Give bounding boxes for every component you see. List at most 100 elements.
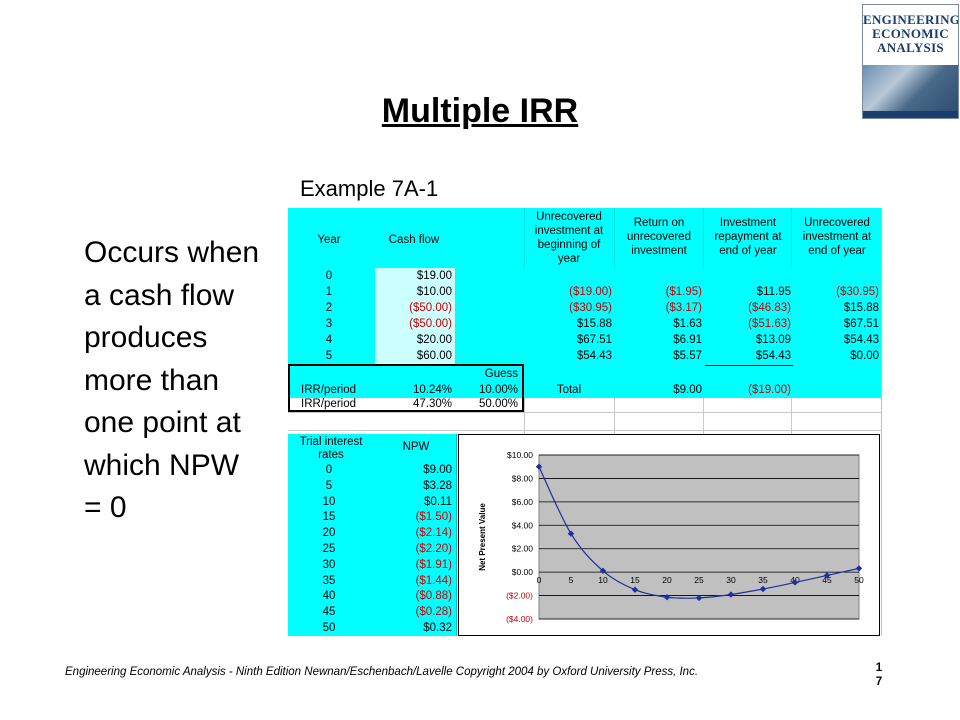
total-label: Total <box>556 384 582 396</box>
header-return: Return on unrecovered investment <box>627 217 691 257</box>
grid-line-v <box>614 208 615 268</box>
npw-value: $0.11 <box>424 495 452 508</box>
logo-cover-bar <box>863 111 958 118</box>
y-tick-label: $6.00 <box>512 497 534 507</box>
npw-data-point <box>855 565 863 572</box>
cell-cash-flow: ($50.00) <box>409 318 452 330</box>
npw-rate: 30 <box>322 558 336 571</box>
npw-rate: 10 <box>322 495 336 508</box>
logo-line-2: ECONOMIC <box>872 26 949 41</box>
cell-unrecovered-end: $15.88 <box>843 302 879 314</box>
y-tick-label: $0.00 <box>512 567 534 577</box>
header-repayment: Investment repayment at end of year <box>714 217 782 257</box>
y-tick-label: $8.00 <box>512 473 534 483</box>
white-grid-area-left <box>288 412 524 434</box>
cell-return: ($1.95) <box>665 286 702 298</box>
npw-data-point <box>695 594 703 602</box>
cell-year: 2 <box>325 302 333 314</box>
x-tick-label: 45 <box>822 575 832 585</box>
x-tick-label: 5 <box>569 575 574 585</box>
cell-return: ($3.17) <box>665 302 702 314</box>
cell-cash-flow: $20.00 <box>416 334 452 346</box>
x-tick-label: 35 <box>758 575 768 585</box>
cell-repayment: $13.09 <box>755 334 791 346</box>
cell-repayment: $11.95 <box>756 286 791 298</box>
npw-value: ($1.91) <box>415 558 452 571</box>
x-tick-label: 20 <box>662 575 672 585</box>
npw-data-point <box>663 594 671 601</box>
header-unrecovered-begin: Unrecovered investment at beginning of y… <box>534 211 604 265</box>
npw-value: ($0.28) <box>415 606 452 619</box>
grid-line-h <box>288 430 881 431</box>
npw-value: ($1.44) <box>415 574 452 587</box>
cell-unrecovered-begin: $67.51 <box>576 334 612 346</box>
cell-unrecovered-end: $0.00 <box>850 350 879 362</box>
logo-line-1: ENGINEERING <box>863 12 959 27</box>
cashflow-light-column <box>375 268 455 364</box>
total-underline <box>705 365 793 366</box>
npw-data-point <box>599 567 607 575</box>
header-cash-flow: Cash flow <box>388 234 440 246</box>
cell-unrecovered-begin: $15.88 <box>576 318 612 330</box>
page-number: 1 7 <box>872 661 886 689</box>
y-tick-label: ($4.00) <box>506 614 533 624</box>
npw-value: $3.28 <box>423 479 452 492</box>
white-grid-area <box>524 398 881 434</box>
cell-cash-flow: $19.00 <box>416 270 452 282</box>
cell-unrecovered-begin: ($30.95) <box>569 302 612 314</box>
x-tick-label: 50 <box>854 575 864 585</box>
npw-rate: 35 <box>322 574 336 587</box>
cell-year: 0 <box>325 270 333 282</box>
npw-divider <box>456 434 457 636</box>
npw-rate: 20 <box>322 527 336 540</box>
cell-cash-flow: ($50.00) <box>409 302 452 314</box>
x-tick-label: 10 <box>598 575 608 585</box>
logo-cover-image <box>863 65 958 111</box>
y-tick-label: $2.00 <box>512 544 534 554</box>
npw-rate: 0 <box>325 464 333 476</box>
npw-rate: 50 <box>322 622 336 634</box>
occurs-description: Occurs when a cash flow produces more th… <box>84 236 260 524</box>
grid-line-v <box>703 398 704 434</box>
footer-copyright: Engineering Economic Analysis - Ninth Ed… <box>65 666 699 678</box>
cell-return: $1.63 <box>673 318 702 330</box>
cell-cash-flow: $60.00 <box>416 350 452 362</box>
guess-label: Guess <box>484 368 518 380</box>
cell-repayment: ($46.83) <box>748 302 791 314</box>
y-tick-label: $10.00 <box>507 450 533 460</box>
npw-value: $0.32 <box>423 622 452 634</box>
irr-label: IRR/period <box>301 384 356 396</box>
grid-line-v <box>703 208 704 268</box>
grid-line-v <box>614 398 615 434</box>
npw-value: ($1.50) <box>415 511 452 524</box>
grid-line-v <box>791 208 792 268</box>
cell-unrecovered-end: $54.43 <box>843 334 879 346</box>
npw-rate: 25 <box>322 543 336 555</box>
cell-repayment: ($51.63) <box>748 318 791 330</box>
cell-unrecovered-end: ($30.95) <box>836 286 879 298</box>
y-tick-label: ($2.00) <box>506 591 533 601</box>
total-end-value: ($19.00) <box>748 384 791 396</box>
npw-data-point <box>727 591 735 598</box>
npw-data-point <box>823 572 831 579</box>
slide-title: Multiple IRR <box>381 92 579 130</box>
npw-value: ($2.20) <box>415 543 452 555</box>
npw-value: ($0.88) <box>415 590 452 603</box>
npw-rate: 15 <box>322 511 336 524</box>
y-tick-label: $4.00 <box>512 520 534 530</box>
npw-data-point <box>567 530 575 537</box>
npw-data-point <box>631 586 639 593</box>
total-repayment: $9.00 <box>673 384 702 396</box>
cell-return: $5.57 <box>673 350 702 362</box>
cell-repayment: $54.43 <box>755 350 791 362</box>
x-tick-label: 15 <box>630 575 640 585</box>
book-cover-logo: ENGINEERING ECONOMIC ANALYSIS <box>862 4 959 119</box>
example-label: Example 7A-1 <box>300 176 439 201</box>
irr-box <box>288 364 524 412</box>
cell-year: 1 <box>325 286 333 298</box>
header-unrecovered-end: Unrecovered investment at end of year <box>802 217 872 257</box>
irr-label: IRR/period <box>301 398 356 410</box>
npw-value: $9.00 <box>423 464 452 476</box>
x-tick-label: 25 <box>694 575 704 585</box>
npw-rate: 45 <box>322 606 336 619</box>
